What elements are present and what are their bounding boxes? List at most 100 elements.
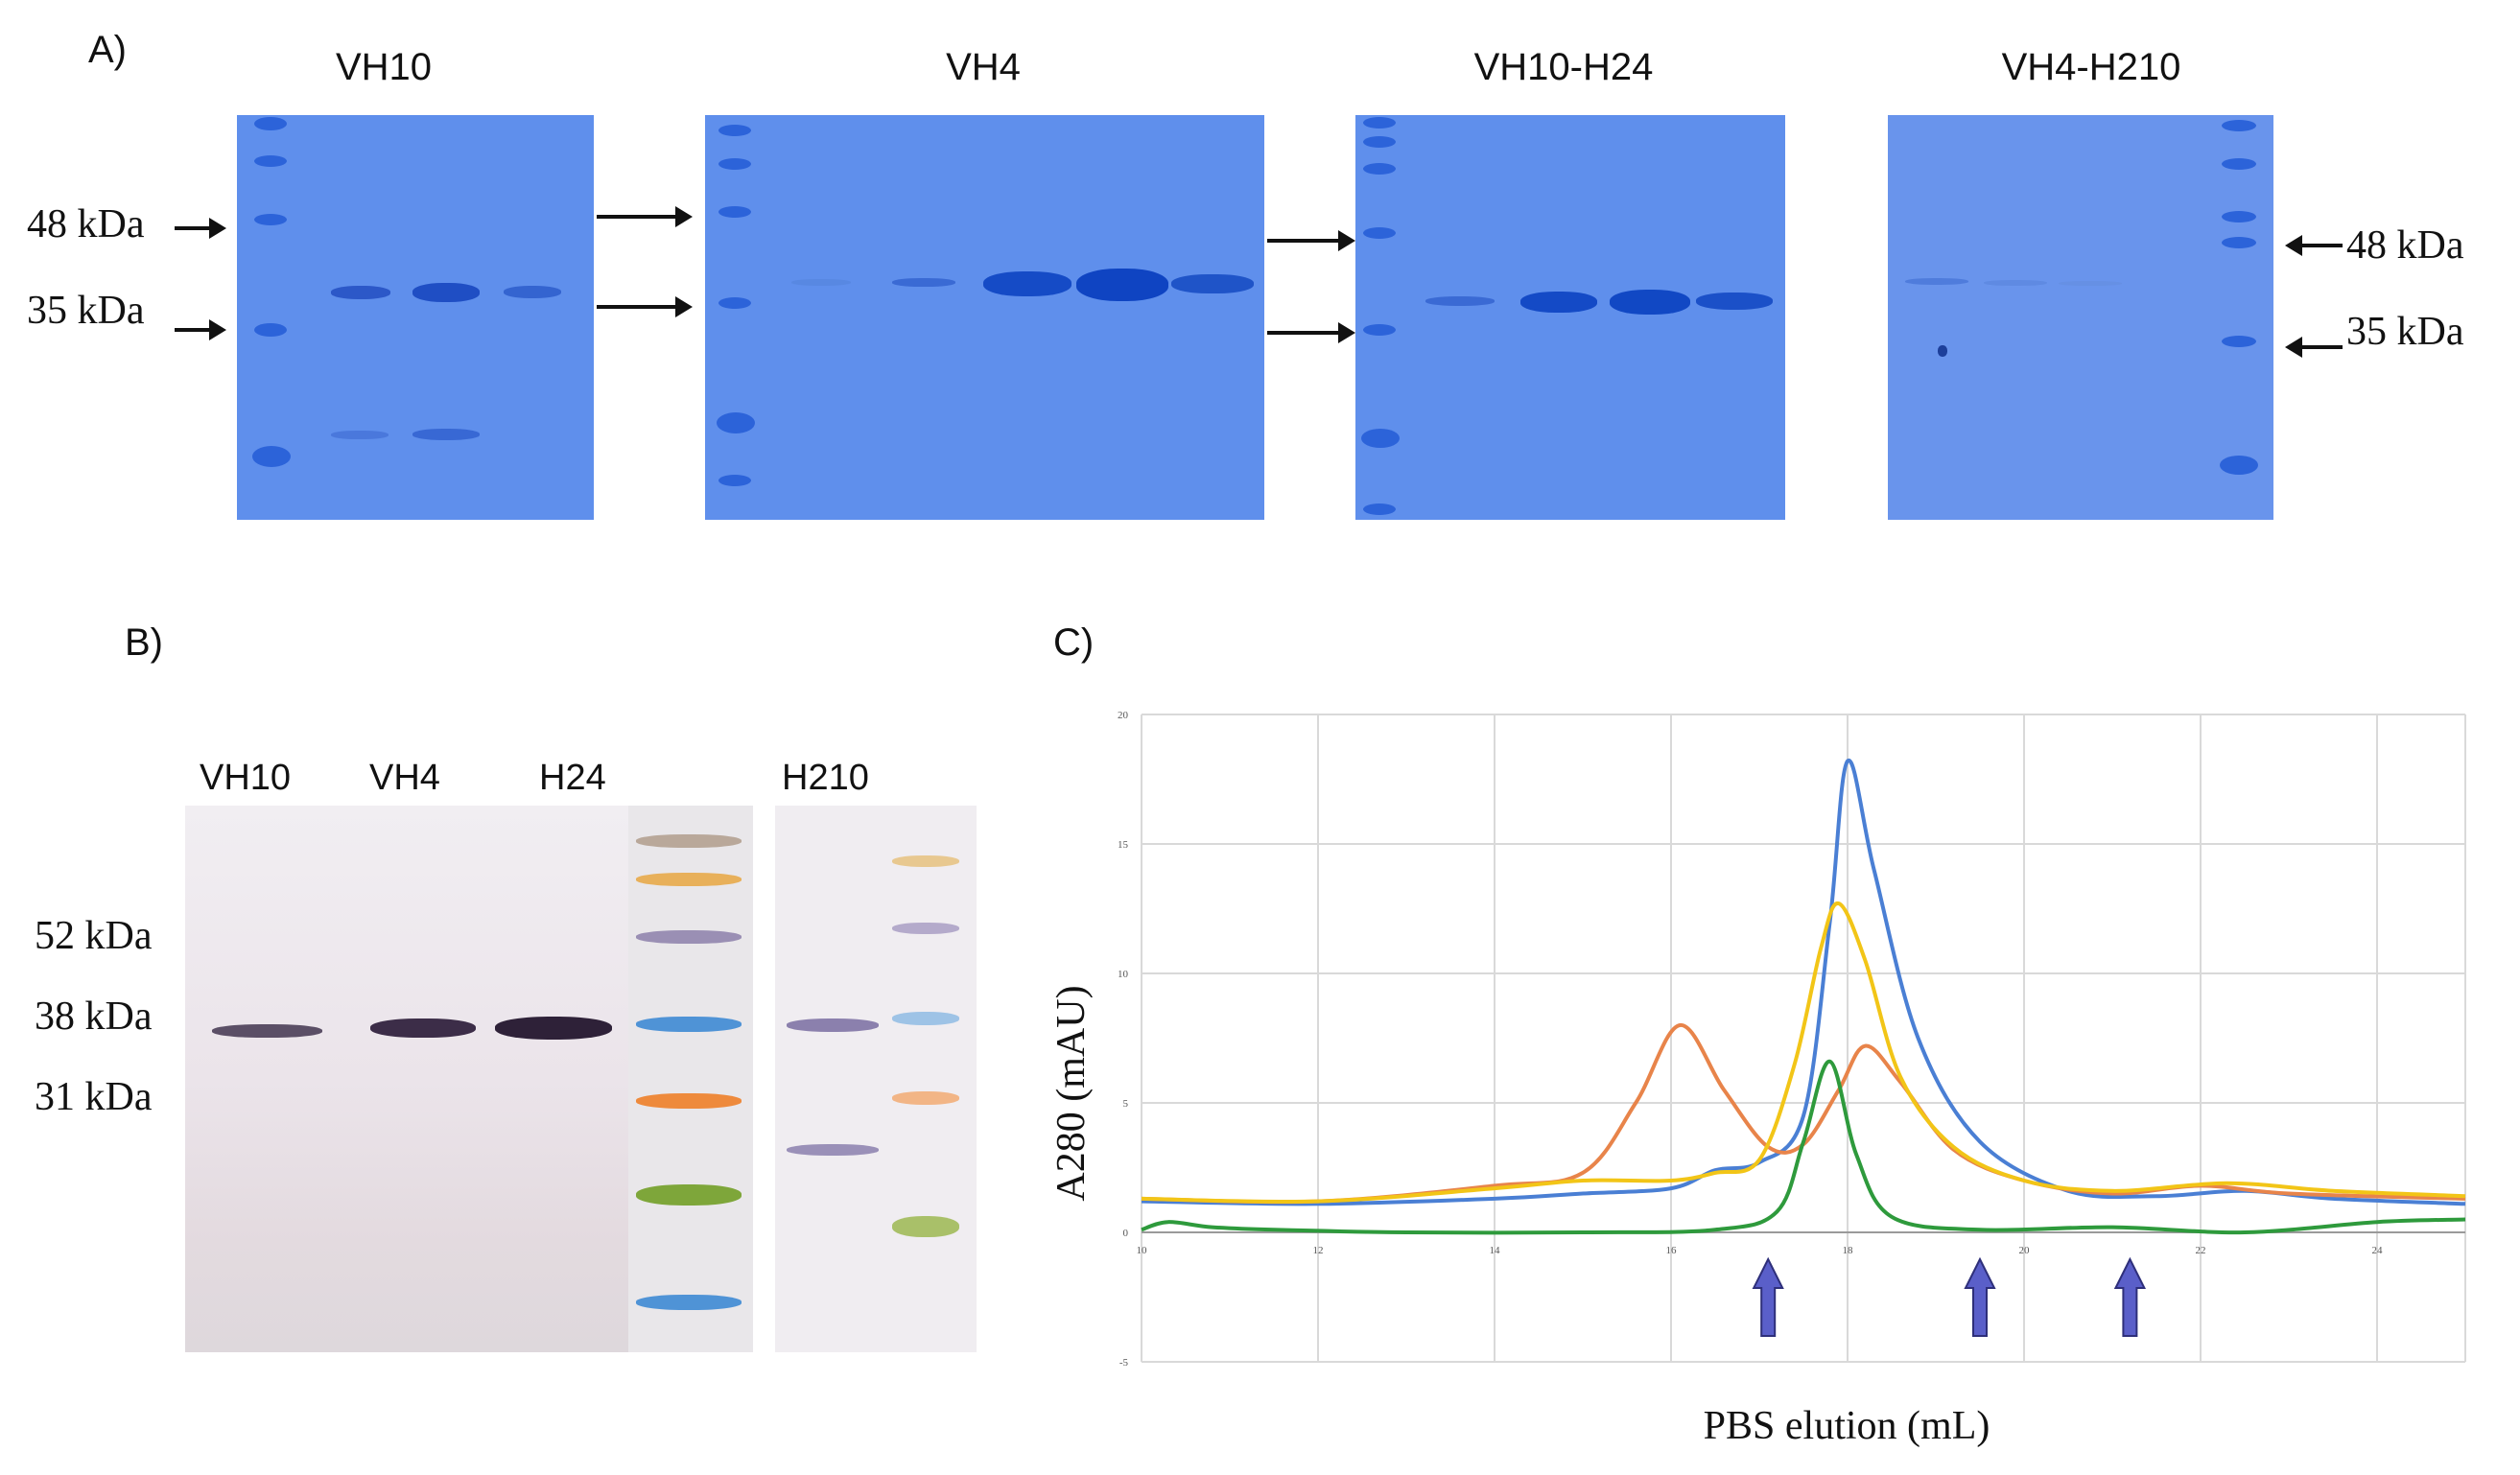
blot-band — [495, 1017, 612, 1040]
arrow-left-48kda — [175, 218, 226, 239]
protein-band — [412, 283, 480, 302]
ladder-band — [254, 117, 287, 130]
ladder-band — [1361, 429, 1400, 448]
ladder-band — [636, 873, 742, 886]
blot-band — [787, 1144, 879, 1156]
protein-band — [1425, 296, 1495, 306]
ladder-band — [254, 323, 287, 337]
ladder-band — [718, 475, 751, 486]
marker-right-35kda: 35 kDa — [2346, 310, 2464, 354]
series-line-blue — [1141, 759, 2466, 1206]
ladder-band — [892, 1012, 959, 1025]
arrow-gel2-35kda — [1267, 322, 1355, 343]
fraction-arrow — [1752, 1256, 1784, 1337]
lane-label-h210: H210 — [782, 758, 869, 798]
western-blot-right — [775, 806, 977, 1352]
x-tick-label: 10 — [1137, 1245, 1148, 1256]
gel-vh4 — [705, 115, 1264, 520]
protein-band — [1076, 269, 1168, 301]
ladder-band — [2222, 237, 2256, 248]
lane-label-h24: H24 — [539, 758, 606, 798]
ladder-band — [636, 1093, 742, 1109]
protein-band — [1520, 292, 1597, 313]
western-blot-left — [185, 806, 753, 1352]
protein-band — [1610, 290, 1690, 315]
ladder-band — [254, 155, 287, 167]
ladder-band — [718, 125, 751, 136]
y-tick-label: 20 — [1118, 710, 1129, 721]
x-tick-label: 16 — [1666, 1245, 1678, 1256]
protein-band — [892, 278, 955, 287]
marker-b-31kda: 31 kDa — [35, 1075, 153, 1119]
ladder-band — [636, 1295, 742, 1310]
x-tick-label: 14 — [1490, 1245, 1501, 1256]
panel-c-label: C) — [1053, 621, 1095, 664]
blot-band — [787, 1018, 879, 1032]
ladder-band — [892, 1216, 959, 1237]
marker-b-38kda: 38 kDa — [35, 995, 153, 1039]
ladder-band — [636, 1017, 742, 1032]
arrow-right-35kda — [2285, 337, 2343, 358]
gel-title-vh10: VH10 — [335, 46, 433, 88]
arrow-gel1-48kda — [597, 206, 693, 227]
gel-title-vh10-h24: VH10-H24 — [1473, 46, 1654, 88]
protein-band — [983, 271, 1072, 296]
fraction-arrow — [2113, 1256, 2147, 1337]
ladder-band — [1363, 227, 1396, 239]
y-tick-label: 15 — [1118, 839, 1129, 851]
ladder-band — [1363, 136, 1396, 148]
series-line-green — [1141, 1059, 2466, 1235]
ladder-band — [2222, 211, 2256, 222]
ladder-band — [718, 158, 751, 170]
arrow-right-48kda — [2285, 235, 2343, 256]
protein-band — [791, 279, 851, 286]
gel-vh10 — [237, 115, 594, 520]
chromatogram-chart: 10 12 14 16 18 20 22 24 20 15 10 5 0 -5 A280 (mAU) PB… — [1049, 710, 2466, 1448]
y-tick-label: 10 — [1118, 969, 1129, 980]
blot-band — [370, 1018, 476, 1038]
ladder-band — [2222, 120, 2256, 131]
y-axis-label: A280 (mAU) — [1049, 985, 1094, 1201]
lane-label-vh4: VH4 — [369, 758, 440, 798]
chart-arrows — [1752, 1256, 2147, 1337]
blot-ladder-lane — [628, 806, 753, 1352]
protein-band — [504, 286, 561, 298]
x-tick-label: 22 — [2196, 1245, 2206, 1256]
series-line-yellow — [1141, 901, 2466, 1205]
ladder-band — [892, 923, 959, 934]
panel-b-label: B) — [125, 621, 163, 664]
arrow-gel2-48kda — [1267, 230, 1355, 251]
x-tick-label: 24 — [2372, 1245, 2384, 1256]
lane-label-vh10: VH10 — [200, 758, 292, 798]
ladder-band — [718, 206, 751, 218]
protein-band — [412, 429, 480, 440]
gel-vh4-h210 — [1888, 115, 2273, 520]
ladder-band — [892, 855, 959, 867]
ladder-band — [636, 930, 742, 944]
ladder-band — [1363, 117, 1396, 129]
chart-series — [1141, 759, 2466, 1235]
marker-left-48kda: 48 kDa — [27, 202, 145, 246]
ladder-band — [254, 214, 287, 225]
gel-vh10-h24 — [1355, 115, 1785, 520]
marker-b-52kda: 52 kDa — [35, 914, 153, 958]
chart-ticks: 10 12 14 16 18 20 22 24 20 15 10 5 0 -5 — [1118, 710, 2383, 1369]
blot-band — [212, 1024, 322, 1038]
marker-left-35kda: 35 kDa — [27, 289, 145, 333]
marker-right-48kda: 48 kDa — [2346, 223, 2464, 268]
panel-a-label: A) — [88, 29, 127, 71]
fraction-arrow — [1964, 1256, 1996, 1337]
chart-grid — [1141, 714, 2466, 1363]
ladder-band — [1363, 503, 1396, 515]
protein-band — [1984, 280, 2047, 286]
y-tick-label: -5 — [1119, 1357, 1129, 1369]
protein-band — [1171, 274, 1254, 293]
x-tick-label: 20 — [2019, 1245, 2031, 1256]
ladder-band — [252, 446, 291, 467]
protein-band — [331, 286, 390, 299]
arrow-gel1-35kda — [597, 296, 693, 317]
protein-band — [331, 431, 389, 439]
ladder-band — [2220, 456, 2258, 475]
ladder-band — [1363, 163, 1396, 175]
protein-band — [1938, 345, 1947, 357]
